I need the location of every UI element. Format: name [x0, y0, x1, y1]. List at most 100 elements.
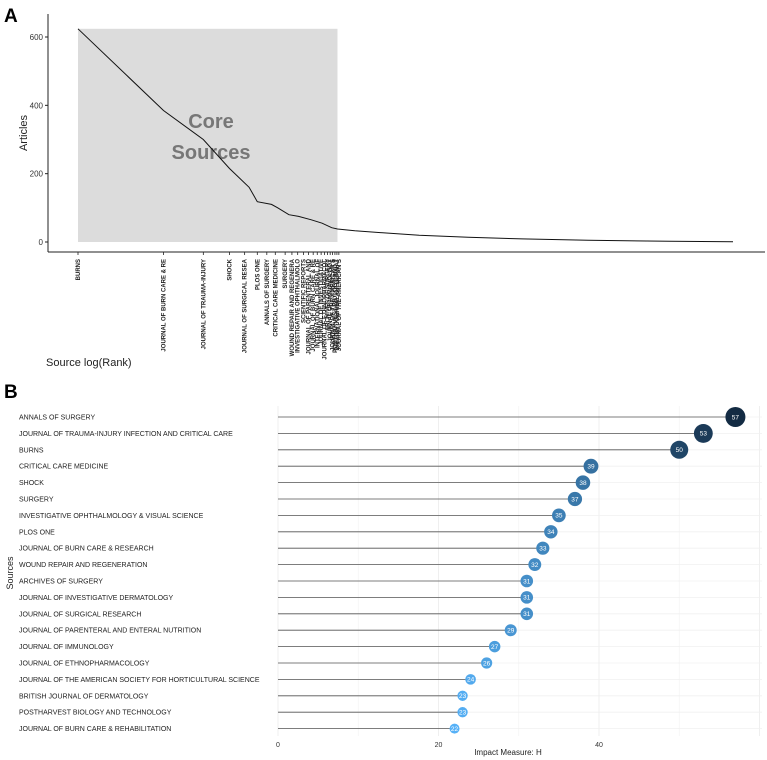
rank-label: BRITISH JOURNAL OF DERMAT [335, 259, 341, 351]
lollipop-dot [583, 458, 599, 474]
panel-b-x-tick-label: 40 [595, 742, 603, 749]
rank-label: JOURNAL OF ETHNOPHARMACOL [322, 259, 328, 360]
dot-value-label: 27 [491, 644, 499, 651]
core-sources-region [78, 28, 338, 242]
source-label: SURGERY [19, 497, 54, 504]
lollipop-dot [520, 607, 534, 621]
rank-label: JOURNAL OF INVESTIGATIVE [319, 259, 325, 345]
rank-label: JOURNAL OF IMMUNOLOGY [328, 259, 334, 342]
dot-value-label: 34 [547, 529, 555, 536]
panel-b-x-tick-label: 20 [435, 742, 443, 749]
rank-label: JOURNAL OF PARENTERAL AND [306, 258, 312, 354]
dot-value-label: 23 [459, 710, 467, 717]
lollipop-dot [575, 475, 591, 490]
rank-label: JOURNAL OF BURN CARE & RE [311, 259, 317, 352]
rank-label: PLOS ONE [255, 259, 261, 290]
dot-value-label: 50 [676, 447, 684, 454]
panel-b-letter: B [4, 382, 18, 403]
lollipop-dot [457, 690, 468, 701]
rank-label: JOURNAL OF THE AMERICAN S [337, 259, 343, 351]
articles-line [77, 28, 734, 243]
rank-label: JOURNAL OF BURN CARE & RE [162, 259, 168, 352]
dot-value-label: 23 [459, 693, 467, 700]
panel-a-y-tick-label: 200 [30, 170, 44, 179]
source-label: JOURNAL OF INVESTIGATIVE DERMATOLOGY [19, 595, 173, 602]
rank-label: WOUND REPAIR AND REGENERA [290, 258, 296, 356]
dot-value-label: 32 [531, 562, 539, 569]
dot-value-label: 35 [555, 513, 563, 520]
dot-value-label: 57 [732, 414, 740, 421]
source-label: POSTHARVEST BIOLOGY AND TECHNOLOGY [19, 710, 172, 717]
dot-value-label: 33 [539, 546, 547, 553]
lollipop-dot [465, 674, 476, 685]
rank-label: JOURNAL OF TRAUMA-INJURY [201, 259, 207, 349]
panel-a-y-tick-label: 0 [39, 238, 44, 247]
lollipop-dot [544, 525, 558, 539]
lollipop-dot [670, 440, 689, 459]
lollipop-dot [481, 657, 493, 669]
panel-a-chart: Core Sources 0 200 400 600 BURNS JOURNAL OF … [18, 14, 765, 369]
lollipop-dot [520, 591, 534, 604]
dot-value-label: 31 [523, 578, 531, 585]
lollipop-dot [528, 558, 542, 572]
dot-value-label: 29 [507, 628, 515, 635]
rank-label: JOURNAL OF SURGICAL RESEA [243, 258, 249, 353]
source-label: BURNS [19, 447, 44, 454]
lollipop-dot [567, 491, 583, 507]
dot-value-label: 24 [467, 677, 475, 684]
source-label: ARCHIVES OF SURGERY [19, 579, 103, 586]
dot-value-label: 38 [579, 480, 587, 487]
source-label: CRITICAL CARE MEDICINE [19, 464, 109, 471]
source-label: SHOCK [19, 480, 44, 487]
source-label: JOURNAL OF IMMUNOLOGY [19, 644, 114, 651]
lollipop-dot [457, 707, 468, 718]
rank-label: SCIENTIFIC REPORTS [301, 259, 307, 323]
dot-value-label: 39 [587, 464, 595, 471]
panel-a-y-tick-label: 600 [30, 33, 44, 42]
panel-b-x-tick-label: 0 [276, 742, 280, 749]
source-label: BRITISH JOURNAL OF DERMATOLOGY [19, 693, 149, 700]
dot-value-label: 26 [483, 660, 491, 667]
rank-label: CRITICAL CARE MEDICINE [273, 259, 279, 337]
rank-label: JOURNAL OF THE AMERICAN S [331, 259, 337, 351]
panel-a-y-tick-label: 400 [30, 101, 44, 110]
source-label: JOURNAL OF BURN CARE & RESEARCH [19, 546, 154, 553]
rank-label: ARCHIVES OF SURGERY [325, 259, 331, 331]
rank-label: SHOCK [228, 258, 234, 280]
source-label: JOURNAL OF PARENTERAL AND ENTERAL NUTRIT… [19, 628, 201, 635]
rank-label: ANNALS OF SURGERY [265, 259, 271, 325]
rank-label: INVESTIGATIVE OPHTHALMOLO [296, 259, 302, 353]
panel-b-chart: ANNALS OF SURGERY 57 JOURNAL OF TRAUMA-INJ… [5, 406, 762, 757]
lollipop-dot [488, 640, 501, 653]
source-label: WOUND REPAIR AND REGENERATION [19, 562, 147, 569]
rank-label: INTERNATIONAL JOURNAL OF [315, 259, 321, 348]
core-sources-label-line2: Sources [172, 142, 251, 164]
source-label: ANNALS OF SURGERY [19, 415, 95, 422]
dot-value-label: 37 [571, 496, 579, 503]
source-label: PLOS ONE [19, 529, 55, 536]
panel-b-y-title: Sources [5, 556, 15, 590]
source-label: JOURNAL OF TRAUMA-INJURY INFECTION AND C… [19, 431, 233, 438]
rank-label: BURNS [76, 259, 82, 280]
lollipop-dot [552, 508, 566, 523]
panel-a-y-title: Articles [18, 114, 30, 151]
source-label: INVESTIGATIVE OPHTHALMOLOGY & VISUAL SCI… [19, 513, 204, 520]
lollipop-dot [504, 624, 517, 637]
rank-label: SURGERY [283, 259, 289, 288]
rank-label: POSTHARVEST BIOLOGY AND T [333, 259, 339, 353]
panel-a-x-title: Source log(Rank) [46, 357, 132, 369]
lollipop-dot [536, 541, 550, 555]
panel-a-letter: A [4, 6, 18, 27]
lollipop-dot [449, 723, 460, 734]
source-label: JOURNAL OF THE AMERICAN SOCIETY FOR HORT… [19, 677, 260, 684]
dot-value-label: 22 [451, 726, 459, 733]
dot-value-label: 31 [523, 595, 531, 602]
source-label: JOURNAL OF SURGICAL RESEARCH [19, 611, 141, 618]
lollipop-dot [520, 574, 534, 588]
source-label: JOURNAL OF BURN CARE & REHABILITATION [19, 726, 171, 733]
dot-value-label: 53 [700, 431, 708, 438]
source-label: JOURNAL OF ETHNOPHARMACOLOGY [19, 661, 150, 668]
core-sources-label-line1: Core [188, 111, 234, 133]
panel-b-x-title: Impact Measure: H [474, 748, 542, 757]
